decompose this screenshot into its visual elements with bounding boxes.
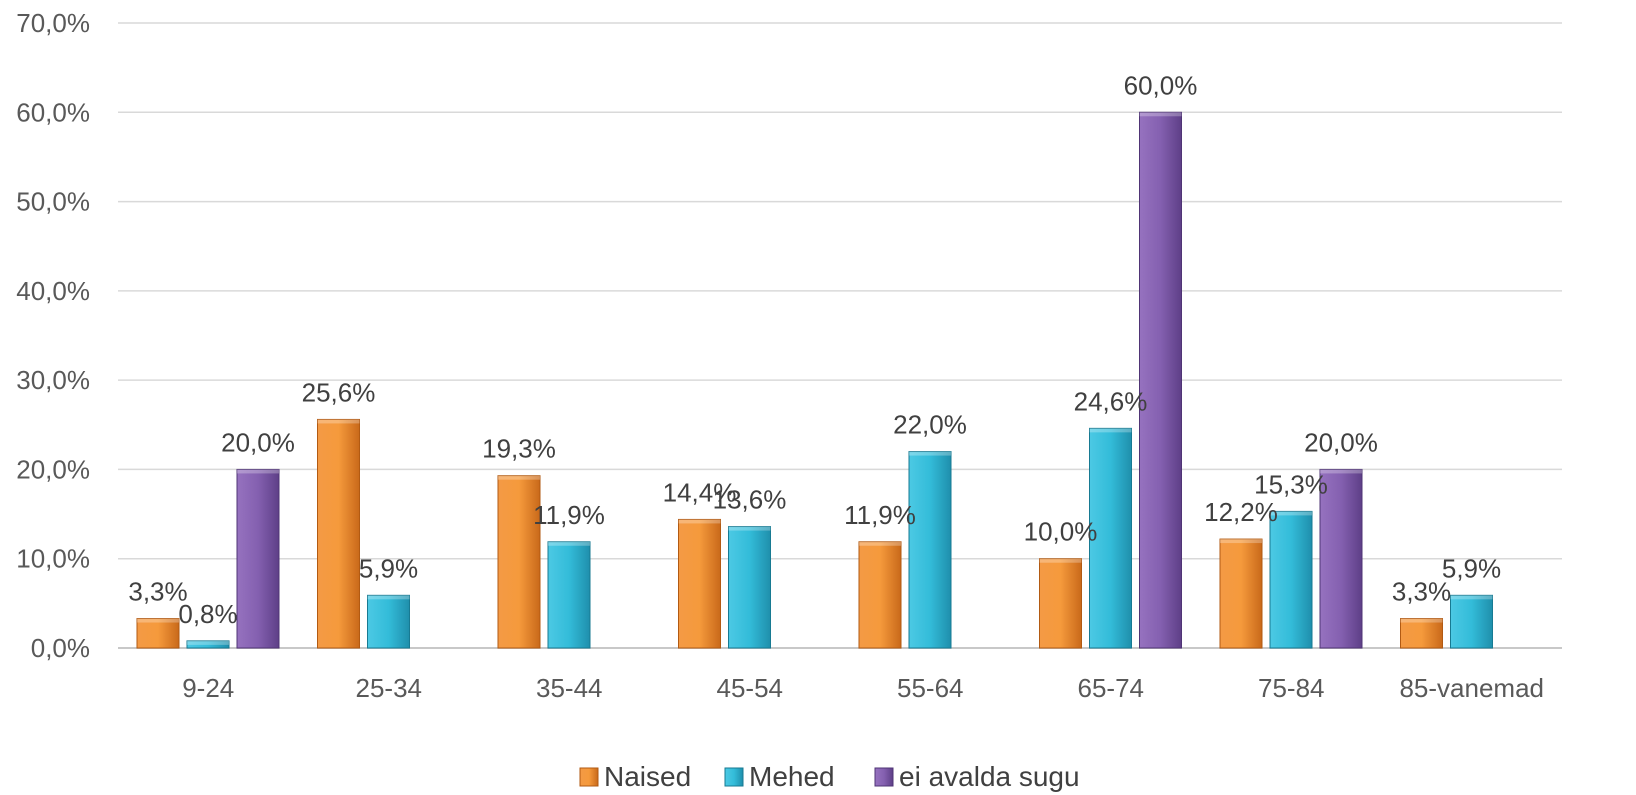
- bar-ei-avalda-sugu: [1139, 111, 1182, 649]
- x-tick-label: 65-74: [1078, 673, 1145, 703]
- x-axis-ticks: 9-24 25-34 35-44 45-54 55-64 65-74 75-84 85-van…: [182, 673, 1544, 703]
- legend-swatch: [579, 767, 599, 787]
- bar-mehed: [908, 451, 952, 649]
- bar-mehed: [1089, 427, 1132, 649]
- data-label: 14,4%: [663, 477, 737, 507]
- x-tick-label: 75-84: [1258, 673, 1325, 703]
- bar-highlight: [909, 451, 951, 456]
- x-tick-label: 55-64: [897, 673, 964, 703]
- data-label: 11,9%: [533, 500, 605, 530]
- bar-highlight: [728, 526, 771, 531]
- bar-naised: [678, 518, 721, 649]
- bar-highlight: [1139, 112, 1182, 117]
- bar-mehed: [728, 526, 771, 649]
- bar-highlight: [548, 541, 590, 546]
- bars: [136, 111, 1493, 649]
- data-label: 20,0%: [1304, 427, 1378, 457]
- bar-naised: [858, 541, 902, 649]
- bar-naised: [1039, 558, 1082, 649]
- x-tick-label: 9-24: [182, 673, 234, 703]
- data-label: 3,3%: [128, 577, 187, 607]
- data-label: 12,2%: [1204, 497, 1278, 527]
- data-label: 19,3%: [482, 434, 556, 464]
- legend-swatch: [874, 767, 894, 787]
- bar-naised: [136, 618, 180, 649]
- data-label: 0,8%: [178, 599, 237, 629]
- legend-label: Naised: [604, 761, 691, 792]
- y-tick-label: 30,0%: [16, 365, 90, 395]
- data-label: 5,9%: [1442, 553, 1501, 583]
- bar-highlight: [1270, 511, 1312, 516]
- bar-highlight: [498, 475, 540, 480]
- bar-mehed: [1450, 594, 1493, 649]
- x-tick-label: 25-34: [356, 673, 423, 703]
- bar-highlight: [137, 618, 179, 623]
- bar-naised: [497, 475, 541, 649]
- y-tick-label: 40,0%: [16, 276, 90, 306]
- bar-naised: [1219, 538, 1263, 649]
- legend-label: Mehed: [749, 761, 835, 792]
- legend: Naised Mehed ei avalda sugu: [579, 761, 1080, 792]
- bar-highlight: [317, 419, 360, 424]
- data-label: 11,9%: [844, 500, 916, 530]
- bar-highlight: [859, 541, 901, 546]
- y-axis-ticks: 0,0% 10,0% 20,0% 30,0% 40,0% 50,0% 60,0% 70,0%: [16, 8, 90, 663]
- bar-naised: [317, 418, 360, 649]
- bar-mehed: [186, 640, 230, 649]
- bar-highlight: [1089, 428, 1132, 433]
- y-tick-label: 50,0%: [16, 187, 90, 217]
- bar-ei-avalda-sugu: [1319, 468, 1363, 649]
- x-tick-label: 45-54: [717, 673, 784, 703]
- bar-ei-avalda-sugu: [236, 468, 280, 649]
- bar-highlight: [187, 640, 229, 645]
- data-label: 5,9%: [359, 553, 418, 583]
- data-label: 22,0%: [893, 410, 967, 440]
- data-labels: 3,3%0,8%20,0%25,6%5,9%19,3%11,9%14,4%13,…: [128, 70, 1501, 629]
- data-label: 10,0%: [1024, 517, 1098, 547]
- bar-mehed: [1269, 510, 1313, 649]
- x-tick-label: 85-vanemad: [1399, 673, 1544, 703]
- data-label: 15,3%: [1254, 469, 1328, 499]
- bar-mehed: [367, 594, 410, 649]
- y-tick-label: 0,0%: [31, 633, 90, 663]
- legend-swatch: [724, 767, 744, 787]
- bar-highlight: [367, 595, 410, 600]
- y-tick-label: 60,0%: [16, 97, 90, 127]
- data-label: 25,6%: [302, 377, 376, 407]
- x-tick-label: 35-44: [536, 673, 603, 703]
- bar-highlight: [1320, 469, 1362, 474]
- bar-mehed: [547, 541, 591, 649]
- data-label: 13,6%: [713, 485, 787, 515]
- data-label: 24,6%: [1074, 386, 1148, 416]
- bar-naised: [1400, 618, 1443, 649]
- data-label: 3,3%: [1392, 577, 1451, 607]
- data-label: 20,0%: [221, 427, 295, 457]
- bar-highlight: [1400, 618, 1443, 623]
- bar-highlight: [237, 469, 279, 474]
- data-label: 60,0%: [1124, 70, 1198, 100]
- y-tick-label: 10,0%: [16, 544, 90, 574]
- bar-highlight: [1450, 595, 1493, 600]
- y-tick-label: 70,0%: [16, 8, 90, 38]
- bar-highlight: [1220, 539, 1262, 544]
- bar-highlight: [1039, 558, 1082, 563]
- legend-label: ei avalda sugu: [899, 761, 1080, 792]
- bar-highlight: [678, 519, 721, 524]
- y-tick-label: 20,0%: [16, 454, 90, 484]
